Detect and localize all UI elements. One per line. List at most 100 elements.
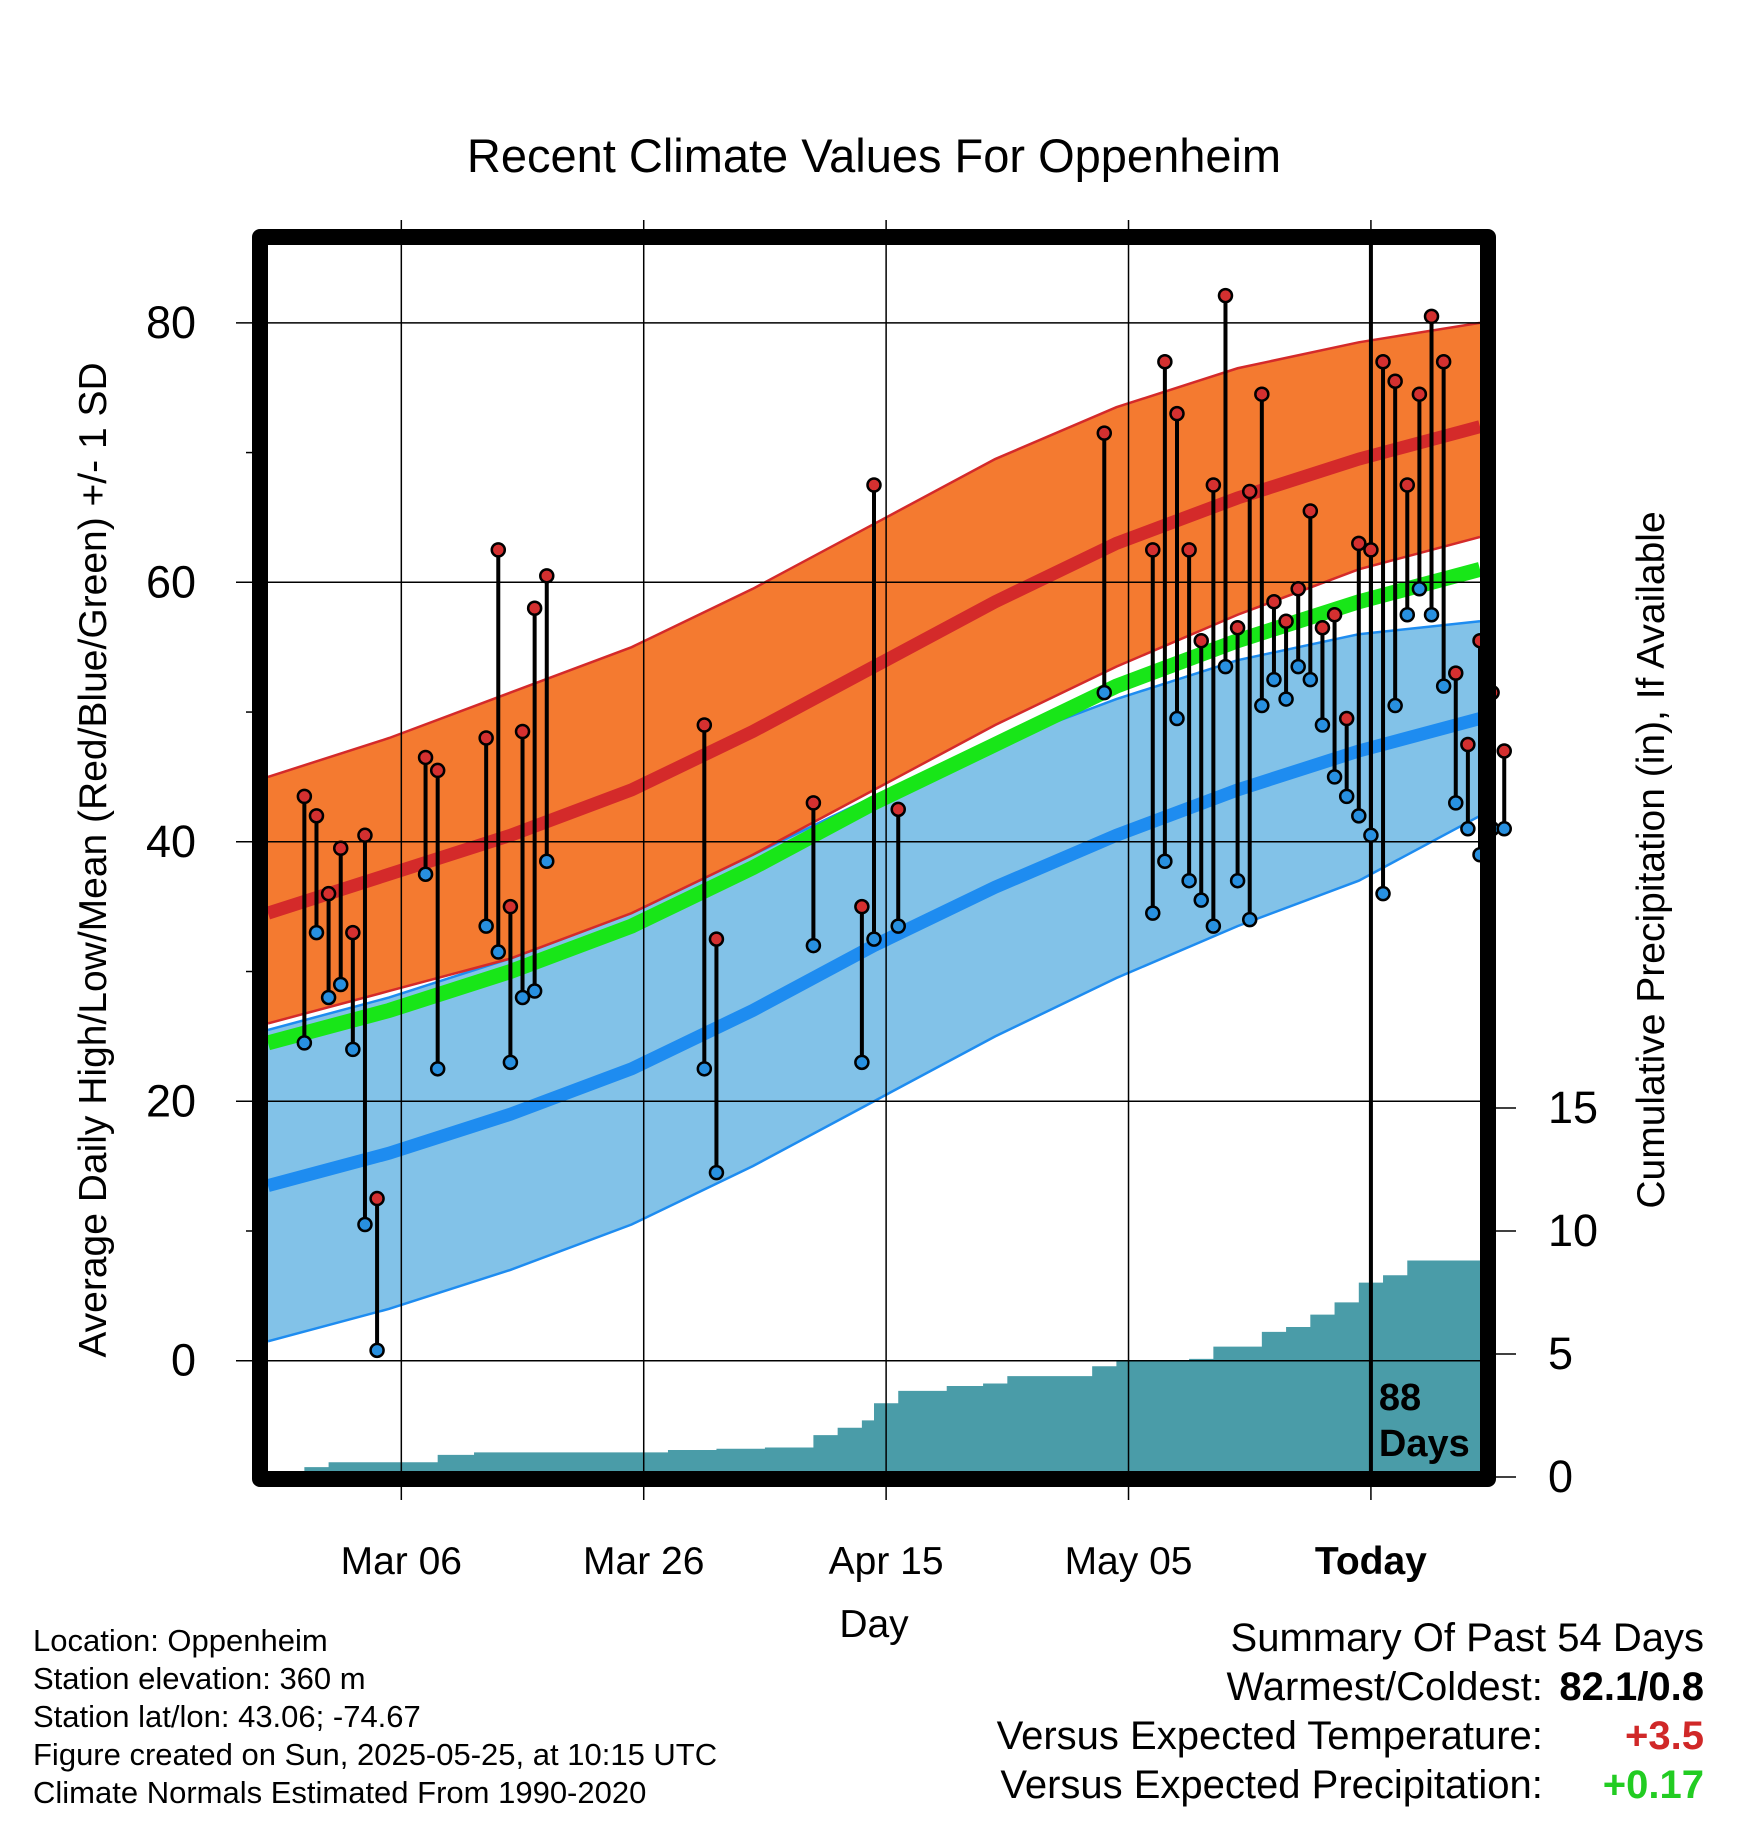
obs-low-point xyxy=(320,989,337,1006)
normals-text: Climate Normals Estimated From 1990-2020 xyxy=(33,1775,647,1810)
y-tick-label-left: 40 xyxy=(146,816,196,867)
obs-high-point xyxy=(1302,503,1319,519)
obs-high-point xyxy=(1241,483,1258,500)
grid-lines xyxy=(268,245,1480,1471)
obs-low-point xyxy=(357,1216,373,1233)
obs-low-point xyxy=(890,918,906,934)
obs-low-point xyxy=(1157,853,1173,869)
obs-high-point xyxy=(1217,287,1234,304)
temp-anomaly-label: Versus Expected Temperature: xyxy=(996,1714,1543,1758)
plot-border xyxy=(252,229,1496,1487)
obs-low-point xyxy=(369,1342,385,1359)
obs-high-point xyxy=(1314,619,1331,636)
x-tick-label: Apr 15 xyxy=(829,1540,944,1583)
obs-high-point xyxy=(1229,619,1246,636)
obs-high-point xyxy=(854,898,870,915)
obs-high-point xyxy=(1387,373,1403,389)
obs-low-point xyxy=(502,1054,519,1071)
obs-low-point xyxy=(854,1054,870,1071)
obs-high-point xyxy=(320,885,337,902)
obs-high-point xyxy=(1290,581,1306,597)
y-tick-label-left: 20 xyxy=(146,1075,196,1126)
obs-high-point xyxy=(1399,477,1416,493)
axes: Mar 06 Mar 26 Apr 15 May 05 Today Day 0 20 40 60 8… xyxy=(72,220,1673,1646)
obs-high-point xyxy=(1351,535,1367,552)
obs-low-point xyxy=(1205,918,1222,934)
obs-high-point xyxy=(890,801,906,818)
obs-high-point xyxy=(296,788,313,805)
obs-low-point xyxy=(1229,872,1246,889)
obs-low-point xyxy=(1193,892,1209,908)
precip-anomaly-value: +0.17 xyxy=(1602,1763,1704,1807)
obs-low-point xyxy=(417,866,434,882)
obs-high-point xyxy=(1157,354,1173,370)
obs-high-point xyxy=(1496,743,1512,759)
obs-low-point xyxy=(1423,606,1440,623)
y-tick-label-right: 15 xyxy=(1548,1082,1598,1133)
obs-low-point xyxy=(308,924,325,941)
extremes-value: 82.1/0.8 xyxy=(1559,1665,1704,1709)
obs-low-point xyxy=(526,983,543,999)
obs-high-point xyxy=(1254,386,1270,402)
obs-low-point xyxy=(1266,671,1282,688)
x-tick-label: Mar 06 xyxy=(341,1540,462,1583)
obs-low-point xyxy=(1314,717,1331,733)
obs-high-point xyxy=(866,477,882,493)
obs-high-point xyxy=(1338,710,1355,727)
latlon-text: Station lat/lon: 43.06; -74.67 xyxy=(33,1699,421,1734)
obs-high-point xyxy=(539,568,555,584)
elevation-text: Station elevation: 360 m xyxy=(33,1661,366,1696)
obs-low-point xyxy=(1460,821,1476,837)
obs-high-point xyxy=(1145,542,1161,558)
precipitation-area xyxy=(280,1226,1480,1471)
obs-high-point xyxy=(1169,405,1185,422)
obs-low-point xyxy=(866,931,882,947)
obs-low-point xyxy=(1278,691,1294,707)
summary-heading: Summary Of Past 54 Days xyxy=(1230,1616,1704,1660)
obs-low-point xyxy=(708,1164,725,1181)
obs-high-point xyxy=(345,924,361,941)
obs-high-point xyxy=(1193,632,1209,649)
chart-title: Recent Climate Values For Oppenheim xyxy=(466,129,1282,182)
obs-high-point xyxy=(429,762,446,779)
obs-low-point xyxy=(1363,827,1379,844)
obs-high-point xyxy=(1205,477,1222,493)
y-tick-label-left: 80 xyxy=(146,297,196,348)
obs-low-point xyxy=(514,989,531,1006)
obs-low-point xyxy=(478,918,494,934)
today-label-0: 88 xyxy=(1379,1377,1421,1419)
x-tick-label: Today xyxy=(1315,1540,1427,1583)
y-axis-label-right: Cumulative Precipitation (in), If Availa… xyxy=(1630,511,1673,1208)
obs-high-point xyxy=(1423,308,1440,325)
obs-high-point xyxy=(526,600,543,617)
obs-low-point xyxy=(429,1061,446,1077)
y-tick-label-left: 60 xyxy=(146,556,196,607)
obs-high-point xyxy=(357,827,373,844)
obs-high-point xyxy=(1375,354,1391,370)
obs-high-point xyxy=(805,795,822,811)
obs-low-point xyxy=(1290,658,1306,675)
obs-low-point xyxy=(1375,885,1391,902)
y-tick-label-right: 0 xyxy=(1548,1451,1573,1502)
obs-low-point xyxy=(1217,658,1234,675)
obs-high-point xyxy=(1435,354,1452,370)
obs-high-point xyxy=(696,717,713,733)
obs-high-point xyxy=(308,808,325,824)
temp-anomaly-value: +3.5 xyxy=(1625,1714,1704,1758)
station-info: Location: Oppenheim Station elevation: 3… xyxy=(33,1622,717,1812)
obs-low-point xyxy=(332,976,349,993)
obs-high-point xyxy=(1096,425,1113,441)
obs-low-point xyxy=(1145,905,1161,921)
obs-high-point xyxy=(1266,594,1282,610)
low-sd-band xyxy=(268,621,1480,1342)
obs-low-point xyxy=(696,1061,713,1077)
obs-high-point xyxy=(1363,542,1379,558)
created-text: Figure created on Sun, 2025-05-25, at 10… xyxy=(33,1737,718,1772)
obs-low-point xyxy=(1351,808,1367,824)
summary-precipitation: Versus Expected Precipitation: +0.17 xyxy=(1000,1763,1704,1808)
summary-temperature: Versus Expected Temperature: +3.5 xyxy=(997,1714,1704,1759)
location-text: Location: Oppenheim xyxy=(33,1623,328,1658)
obs-high-point xyxy=(502,898,519,915)
